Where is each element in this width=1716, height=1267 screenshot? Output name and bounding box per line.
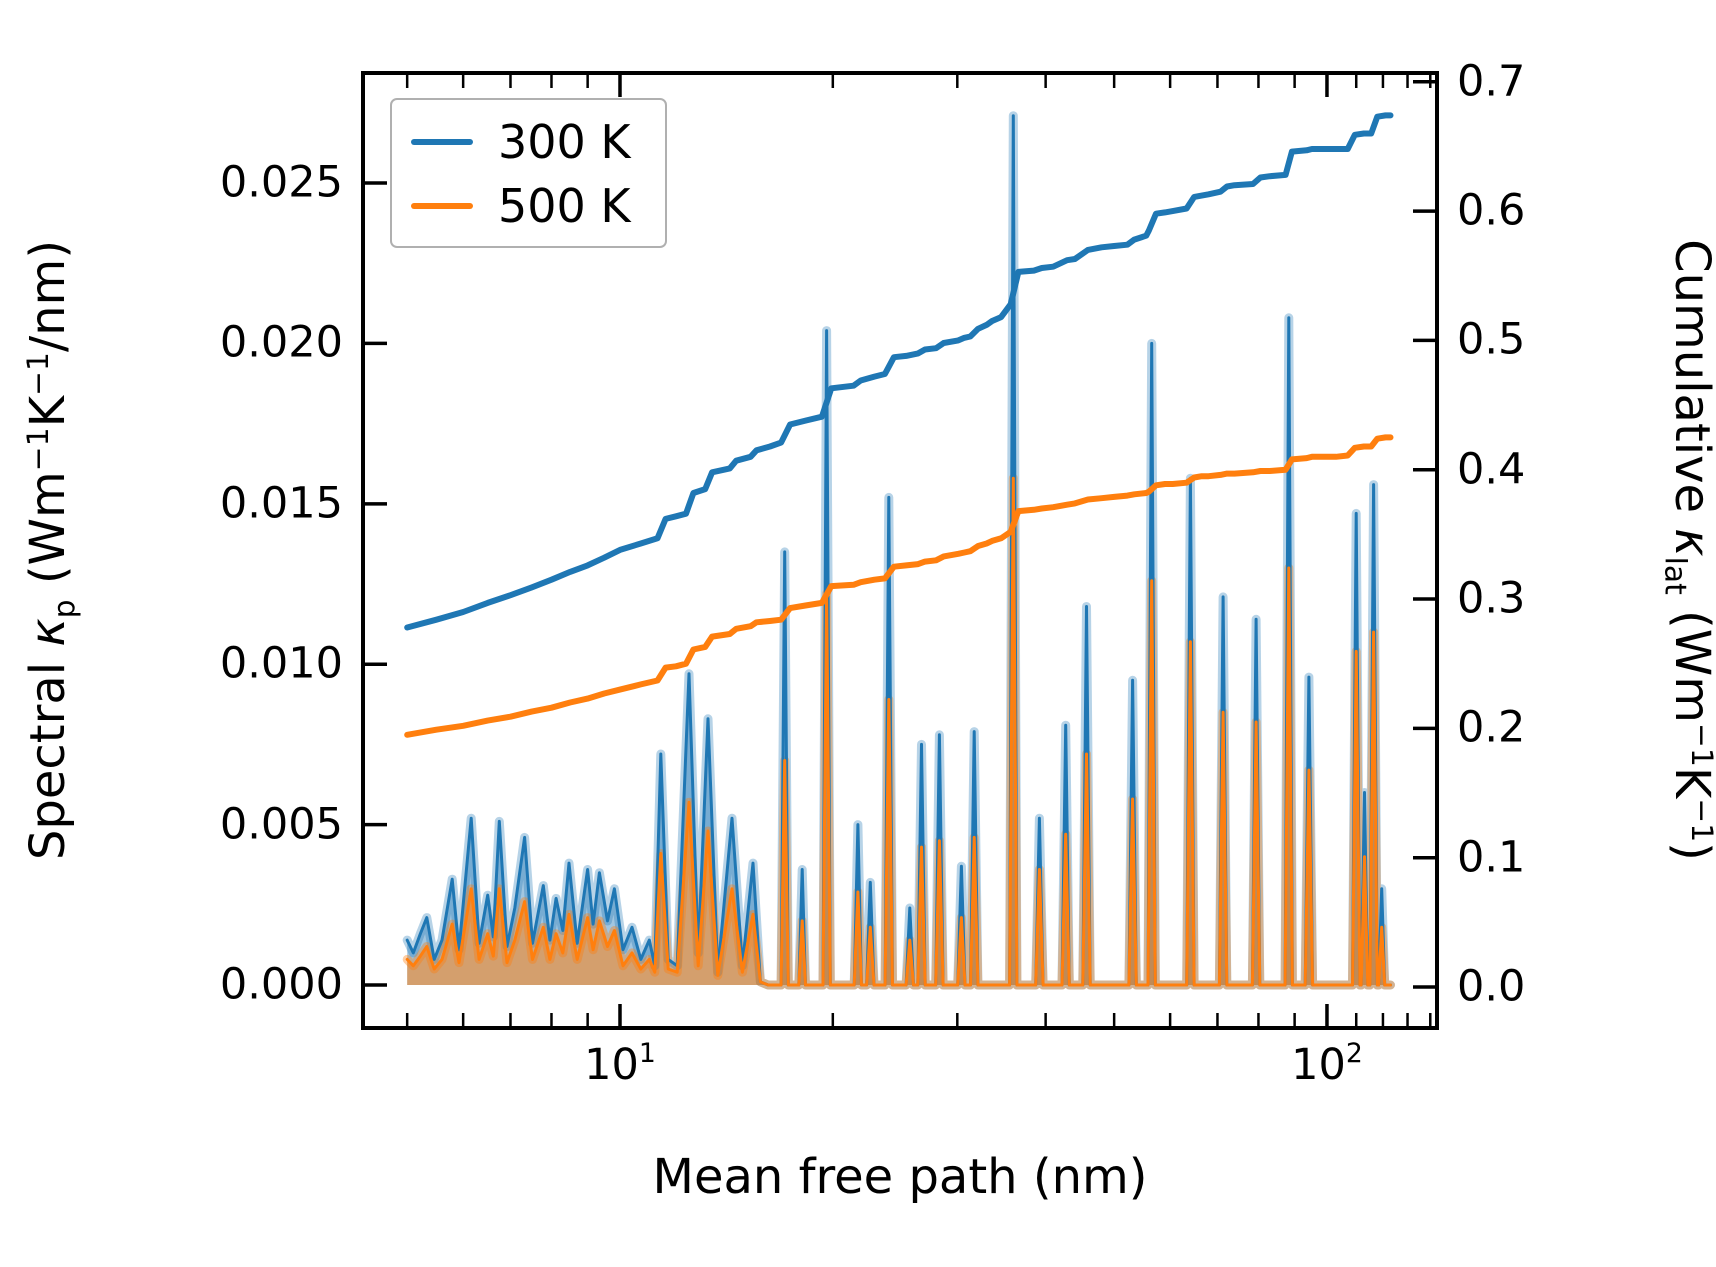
y-left-tick-label: 0.025 <box>219 157 343 208</box>
legend-line-500k <box>411 203 473 209</box>
legend-entry-300k: 300 K <box>392 110 665 174</box>
y-left-tick-label: 0.020 <box>219 317 343 368</box>
kappa-subscript: lat <box>1657 556 1693 595</box>
y-right-exponent-1: −1 <box>1684 722 1716 767</box>
y-left-exponent-2: −1 <box>20 352 56 396</box>
y-right-tick-label: 0.6 <box>1457 185 1526 236</box>
y-right-label-text: Cumulative <box>1663 239 1716 529</box>
x-tick-base: 10 <box>584 1040 639 1090</box>
y-right-tick-label: 0.3 <box>1457 573 1526 624</box>
y-left-tick-label: 0.015 <box>219 478 343 529</box>
legend-label-300k: 300 K <box>498 115 631 169</box>
y-right-unit-open: (Wm <box>1663 594 1716 723</box>
spectral-line-500 <box>405 476 1392 987</box>
x-tick-base: 10 <box>1291 1040 1346 1090</box>
y-left-tick-label: 0.005 <box>219 799 343 850</box>
y-right-tick-label: 0.7 <box>1457 56 1526 107</box>
y-left-unit-open: (Wm <box>20 471 77 600</box>
y-left-label-text: Spectral <box>20 646 77 861</box>
x-tick-label: 102 <box>1291 1041 1363 1087</box>
legend-line-300k <box>411 139 473 145</box>
x-tick-exponent: 1 <box>638 1038 656 1070</box>
y-left-axis-label: Spectral κp (Wm−1K−1/nm) <box>20 239 83 861</box>
y-right-unit-k: K <box>1663 766 1716 799</box>
x-tick-exponent: 2 <box>1345 1038 1363 1070</box>
kappa-symbol: κ <box>1663 528 1716 557</box>
y-left-tick-label: 0.000 <box>219 959 343 1010</box>
y-right-tick-label: 0.2 <box>1457 702 1526 753</box>
y-left-tick-label: 0.010 <box>219 638 343 689</box>
kappa-symbol: κ <box>20 618 77 647</box>
x-axis-label-text: Mean free path (nm) <box>652 1149 1148 1205</box>
legend-label-500k: 500 K <box>498 179 631 233</box>
x-axis-label: Mean free path (nm) <box>652 1149 1148 1205</box>
y-right-tick-label: 0.4 <box>1457 444 1526 495</box>
y-left-unit-close: /nm) <box>20 239 77 353</box>
cumulative-line-500 <box>404 434 1394 738</box>
legend-entry-500k: 500 K <box>392 174 665 238</box>
y-right-unit-close: ) <box>1663 842 1716 861</box>
x-tick-label: 101 <box>584 1041 656 1087</box>
cumulative-line-300 <box>404 112 1394 631</box>
y-right-exponent-2: −1 <box>1684 798 1716 843</box>
y-right-tick-label: 0.0 <box>1457 961 1526 1012</box>
y-left-exponent-1: −1 <box>20 427 56 472</box>
y-left-unit-k: K <box>20 395 77 428</box>
legend: 300 K 500 K <box>390 98 667 248</box>
y-right-tick-label: 0.5 <box>1457 314 1526 365</box>
plot-frame <box>361 71 1439 1030</box>
kappa-subscript: p <box>47 599 83 619</box>
y-right-axis-label: Cumulative κlat (Wm−1K−1) <box>1657 239 1716 861</box>
y-right-tick-label: 0.1 <box>1457 832 1526 883</box>
